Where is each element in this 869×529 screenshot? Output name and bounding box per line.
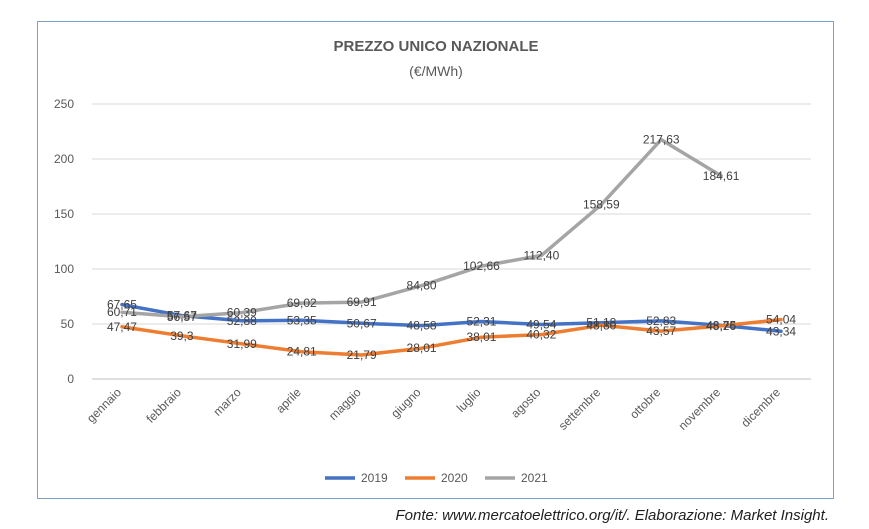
- series-line-2019: [120, 302, 783, 334]
- x-axis-ticks: gennaio febbraio marzo aprile maggio giugno lu…: [84, 385, 783, 433]
- x-tick-label: maggio: [326, 385, 364, 423]
- data-label: 21,79: [347, 348, 377, 362]
- data-label: 48,26: [706, 319, 736, 333]
- data-label: 39,3: [170, 329, 194, 343]
- x-tick-label: giugno: [388, 385, 424, 421]
- data-label: 43,34: [766, 324, 796, 338]
- chart-frame: PREZZO UNICO NAZIONALE (€/MWh) 0 50 100 150…: [37, 21, 834, 499]
- data-label: 24,81: [287, 345, 317, 359]
- data-label: 52,31: [466, 314, 496, 328]
- series-line-2020: [120, 317, 783, 357]
- data-label: 54,04: [766, 313, 796, 327]
- data-label: 67,65: [107, 298, 137, 312]
- gridlines: [92, 103, 811, 380]
- data-label: 102,66: [463, 259, 500, 273]
- x-tick-label: aprile: [273, 385, 304, 416]
- series-lines: [120, 137, 783, 357]
- data-label: 48,80: [586, 318, 616, 332]
- x-tick-label: dicembre: [738, 385, 783, 430]
- data-label: 53,35: [287, 313, 317, 327]
- source-note: Fonte: www.mercatoelettrico.org/it/. Ela…: [395, 507, 829, 524]
- legend: 2019 2020 2021: [325, 471, 548, 485]
- data-label: 56,57: [167, 310, 197, 324]
- data-label: 60,39: [227, 306, 257, 320]
- data-label: 52,88: [227, 314, 257, 328]
- data-label: 69,02: [287, 296, 317, 310]
- y-axis-ticks: 0 50 100 150 200 250: [54, 97, 74, 386]
- chart-title: PREZZO UNICO NAZIONALE: [334, 38, 539, 55]
- y-tick-label: 0: [67, 372, 74, 386]
- data-label: 43,57: [646, 324, 676, 338]
- data-label: 48,75: [706, 318, 736, 332]
- legend-label: 2021: [521, 471, 548, 485]
- x-tick-label: luglio: [454, 385, 484, 415]
- data-label: 217,63: [643, 133, 680, 147]
- data-label: 184,61: [703, 169, 740, 183]
- data-label: 48,58: [407, 319, 437, 333]
- x-tick-label: novembre: [676, 385, 724, 433]
- line-chart: PREZZO UNICO NAZIONALE (€/MWh) 0 50 100 150…: [54, 38, 811, 485]
- data-label: 69,91: [347, 295, 377, 309]
- y-tick-label: 50: [61, 317, 75, 331]
- x-tick-label: agosto: [508, 385, 544, 421]
- data-label: 40,32: [526, 328, 556, 342]
- x-tick-label: marzo: [210, 385, 244, 419]
- y-tick-label: 200: [54, 152, 74, 166]
- x-tick-label: ottobre: [627, 385, 664, 422]
- legend-label: 2020: [441, 471, 468, 485]
- y-tick-label: 250: [54, 97, 74, 111]
- data-label: 60,71: [107, 305, 137, 319]
- x-tick-label: febbraio: [143, 385, 184, 426]
- data-label: 158,59: [583, 198, 620, 212]
- series-line-2021: [120, 137, 723, 319]
- data-label: 51,18: [586, 316, 616, 330]
- data-label: 52,83: [646, 314, 676, 328]
- legend-label: 2019: [361, 471, 388, 485]
- y-tick-label: 100: [54, 262, 74, 276]
- data-label: 57,67: [167, 309, 197, 323]
- y-tick-label: 150: [54, 207, 74, 221]
- chart-subtitle: (€/MWh): [409, 63, 463, 79]
- data-label: 28,01: [407, 341, 437, 355]
- data-label: 84,80: [407, 279, 437, 293]
- x-tick-label: settembre: [556, 385, 604, 433]
- data-label: 31,99: [227, 337, 257, 351]
- x-tick-label: gennaio: [84, 385, 124, 425]
- data-labels: 67,65 57,67 52,88 53,35 50,67 48,58 52,31 49,54…: [107, 133, 796, 362]
- data-label: 38,01: [466, 330, 496, 344]
- data-label: 49,54: [526, 318, 556, 332]
- data-label: 47,47: [107, 320, 137, 334]
- data-label: 112,40: [523, 248, 559, 262]
- data-label: 50,67: [347, 316, 377, 330]
